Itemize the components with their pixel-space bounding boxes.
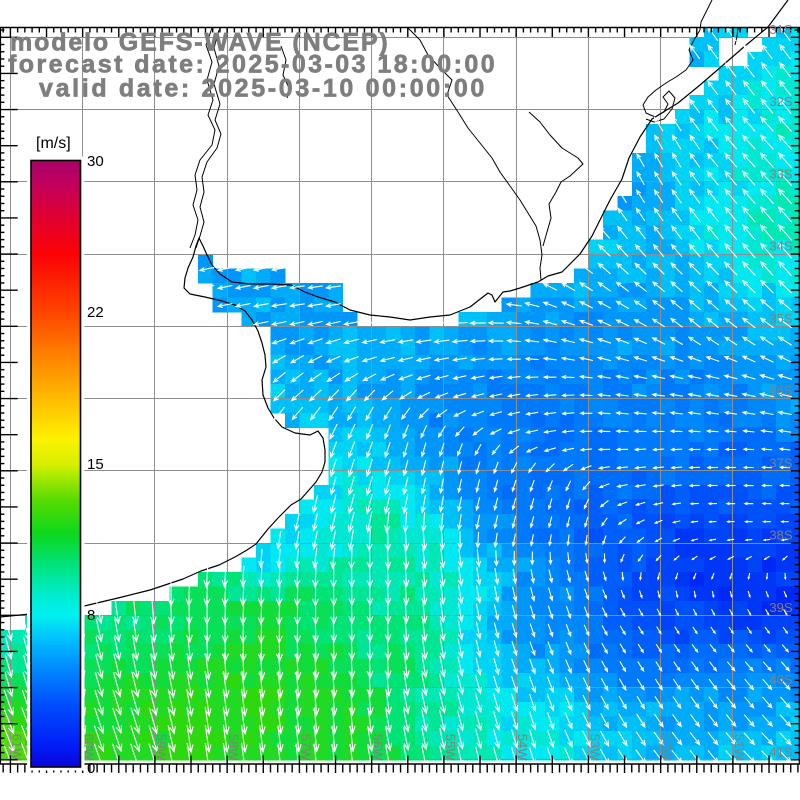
svg-text:34S: 34S (769, 239, 792, 254)
svg-text:52W: 52W (660, 734, 675, 761)
svg-text:61W: 61W (9, 734, 24, 761)
svg-text:[m/s]: [m/s] (36, 135, 71, 152)
svg-text:35S: 35S (769, 311, 792, 326)
svg-text:forecast date: 2025-03-03 18:0: forecast date: 2025-03-03 18:00:00 (8, 51, 497, 79)
svg-text:51W: 51W (732, 734, 747, 761)
svg-text:55W: 55W (443, 734, 458, 761)
svg-text:41S: 41S (769, 744, 792, 759)
svg-text:57W: 57W (298, 734, 313, 761)
svg-text:32S: 32S (769, 94, 792, 109)
svg-text:56W: 56W (371, 734, 386, 761)
svg-text:22: 22 (87, 304, 104, 321)
svg-text:30: 30 (87, 153, 104, 170)
svg-text:38S: 38S (769, 528, 792, 543)
svg-text:15: 15 (87, 456, 104, 473)
svg-text:8: 8 (87, 607, 95, 624)
svg-text:58W: 58W (226, 734, 241, 761)
svg-text:33S: 33S (769, 166, 792, 181)
svg-text:40S: 40S (769, 672, 792, 687)
svg-text:53W: 53W (587, 734, 602, 761)
svg-text:31S: 31S (769, 22, 792, 37)
svg-text:59W: 59W (154, 734, 169, 761)
svg-text:36S: 36S (769, 383, 792, 398)
svg-text:39S: 39S (769, 600, 792, 615)
svg-text:modelo GEFS-WAVE (NCEP): modelo GEFS-WAVE (NCEP) (10, 29, 390, 57)
svg-text:60W: 60W (82, 734, 97, 761)
svg-text:54W: 54W (515, 734, 530, 761)
svg-text:valid date: 2025-03-10 00:00:0: valid date: 2025-03-10 00:00:00 (39, 75, 487, 103)
svg-text:37S: 37S (769, 455, 792, 470)
svg-text:0: 0 (87, 760, 95, 777)
